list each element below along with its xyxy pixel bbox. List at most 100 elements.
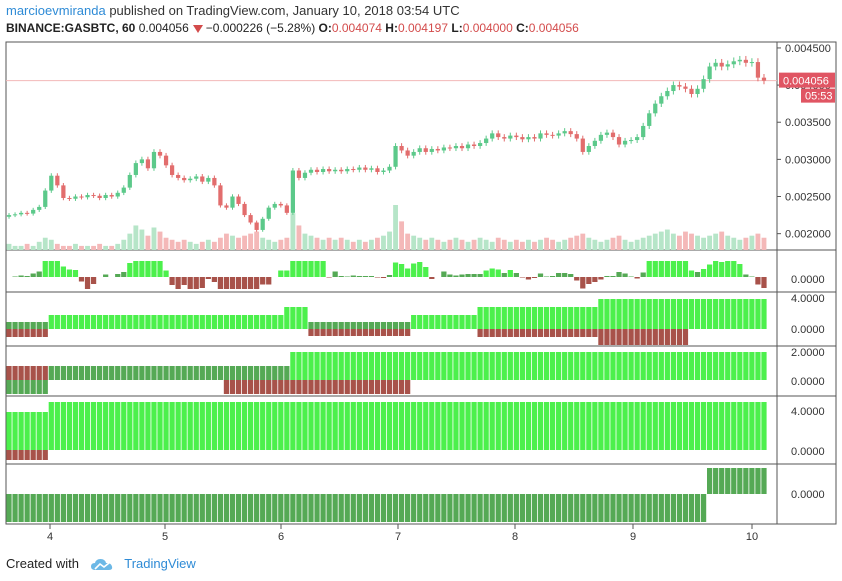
indicator-5-bar bbox=[115, 494, 121, 522]
candle-body bbox=[242, 203, 247, 216]
indicator-3-bar bbox=[646, 352, 652, 380]
indicator-1-bar bbox=[423, 267, 429, 277]
indicator-2-bar bbox=[676, 329, 683, 345]
indicator-5-bar bbox=[235, 494, 242, 522]
indicator-2-bar bbox=[36, 329, 42, 337]
indicator-2-bar bbox=[54, 315, 60, 329]
indicator-2-bar bbox=[713, 299, 719, 329]
indicator-2-bar bbox=[676, 299, 683, 329]
indicator-1-bar bbox=[18, 275, 24, 277]
volume-bar bbox=[230, 235, 235, 250]
candle-body bbox=[405, 150, 410, 156]
candle-body bbox=[628, 140, 634, 142]
candle-body bbox=[61, 185, 66, 198]
time-tick-label: 7 bbox=[395, 531, 401, 543]
tradingview-brand-link[interactable]: TradingView bbox=[124, 556, 196, 571]
indicator-4-bar bbox=[235, 402, 242, 450]
indicator-2-bar bbox=[139, 315, 145, 329]
indicator-2-bar bbox=[453, 315, 459, 329]
volume-bar bbox=[60, 245, 66, 250]
price-tick-label: 0.002000 bbox=[785, 229, 831, 241]
candle-body bbox=[206, 177, 211, 182]
indicator-1-bar bbox=[199, 277, 205, 288]
indicator-4-bar bbox=[169, 402, 175, 450]
candle-body bbox=[375, 168, 380, 172]
candle-body bbox=[254, 222, 259, 230]
volume-bar bbox=[387, 231, 392, 250]
candle-body bbox=[157, 151, 163, 156]
indicator-2-bar bbox=[664, 329, 670, 345]
indicator-2-bar bbox=[495, 307, 501, 329]
indicator-5-bar bbox=[229, 494, 236, 522]
candle-body bbox=[25, 212, 30, 214]
candle-body bbox=[653, 103, 658, 114]
volume-bar bbox=[224, 233, 229, 250]
candle-body bbox=[218, 185, 223, 206]
indicator-4-bar bbox=[296, 402, 302, 450]
indicator-1-bar bbox=[78, 277, 85, 282]
indicator-5-bar bbox=[719, 468, 725, 494]
indicator-2-bar bbox=[441, 315, 447, 329]
indicator-2-bar bbox=[380, 322, 387, 329]
candle-body bbox=[574, 134, 579, 139]
indicator-2-bar bbox=[211, 315, 217, 329]
indicator-5-bar bbox=[193, 494, 199, 522]
volume-bar bbox=[350, 241, 356, 250]
indicator-5-bar bbox=[96, 494, 103, 522]
indicator-5-bar bbox=[562, 494, 568, 522]
indicator-4-bar bbox=[761, 402, 767, 450]
indicator-1-bar bbox=[229, 277, 236, 289]
candle-body bbox=[520, 137, 525, 140]
indicator-5-bar bbox=[84, 494, 91, 522]
indicator-5-bar bbox=[477, 494, 483, 522]
indicator-4-bar bbox=[356, 402, 362, 450]
candle-body bbox=[550, 134, 555, 136]
indicator-2-bar bbox=[127, 315, 133, 329]
indicator-5-bar bbox=[78, 494, 85, 522]
indicator-5-bar bbox=[254, 494, 260, 522]
volume-bar bbox=[54, 243, 60, 250]
price-tick-label: 0.002500 bbox=[785, 192, 831, 204]
indicator-1-bar bbox=[489, 268, 495, 277]
indicator-4-bar bbox=[272, 402, 278, 450]
volume-bar bbox=[205, 239, 211, 250]
indicator-5-bar bbox=[556, 494, 562, 522]
indicator-5-bar bbox=[181, 494, 187, 522]
indicator-2-bar bbox=[247, 315, 254, 329]
indicator-1-bar bbox=[235, 277, 242, 289]
candle-body bbox=[109, 195, 114, 197]
indicator-4-bar bbox=[205, 402, 211, 450]
indicator-5-bar bbox=[157, 494, 163, 522]
indicator-2-bar bbox=[471, 315, 477, 329]
indicator-3-bar bbox=[713, 352, 719, 380]
candle-body bbox=[683, 86, 688, 89]
volume-bar bbox=[254, 231, 260, 250]
indicator-2-bar bbox=[543, 329, 550, 337]
time-tick-label: 6 bbox=[278, 531, 284, 543]
indicator-1-bar bbox=[743, 274, 749, 277]
indicator-2-bar bbox=[755, 299, 761, 329]
indicator-3-bar bbox=[610, 352, 616, 380]
indicator-1-bar bbox=[501, 273, 507, 277]
indicator-2-bar bbox=[543, 307, 550, 329]
indicator-1-bar bbox=[368, 276, 375, 277]
indicator-2-bar bbox=[217, 315, 224, 329]
indicator-3-bar bbox=[211, 366, 217, 380]
indicator-1-bar bbox=[507, 270, 513, 277]
indicator-2-bar bbox=[658, 329, 664, 345]
volume-bar bbox=[18, 245, 24, 250]
volume-bar bbox=[725, 235, 731, 250]
time-tick-label: 10 bbox=[746, 531, 758, 543]
author-link[interactable]: marcioevmiranda bbox=[6, 3, 106, 18]
candle-body bbox=[665, 91, 670, 97]
indicator-3-bar bbox=[18, 366, 24, 380]
indicator-2-bar bbox=[477, 307, 483, 329]
indicator-3-bar bbox=[157, 366, 163, 380]
candle-body bbox=[139, 159, 145, 164]
indicator-5-bar bbox=[435, 494, 441, 522]
indicator-4-bar bbox=[121, 402, 127, 450]
symbol-label: BINANCE:GASBTC, 60 bbox=[6, 21, 136, 35]
indicator-2-bar bbox=[133, 315, 139, 329]
indicator-4-bar bbox=[628, 402, 634, 450]
